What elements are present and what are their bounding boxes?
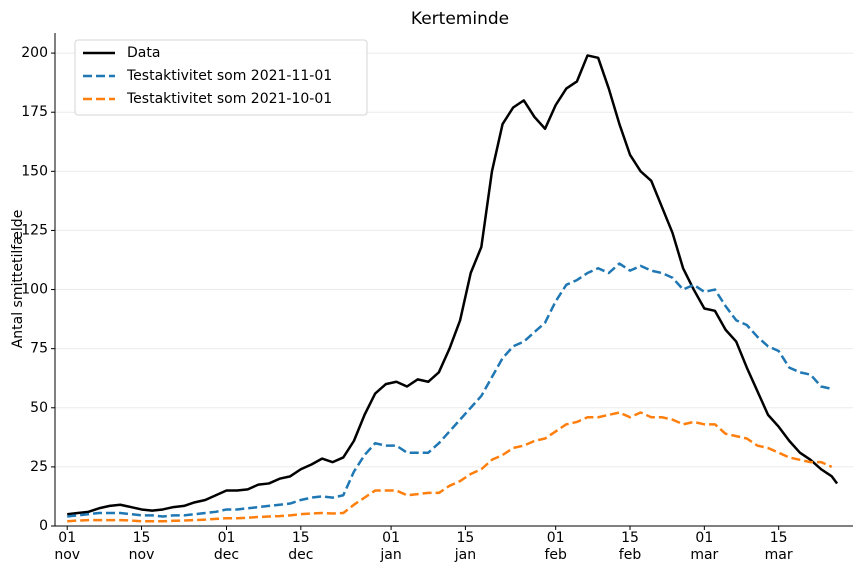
y-tick-label: 200 <box>21 45 48 61</box>
x-tick-label: 15 dec <box>288 530 314 563</box>
series-line <box>67 411 833 523</box>
legend: Data Testaktivitet som 2021-11-01 Testakti… <box>74 39 368 116</box>
legend-label: Testaktivitet som 2021-10-01 <box>126 91 332 107</box>
x-tick-label: 01 dec <box>213 530 240 563</box>
legend-label: Testaktivitet som 2021-11-01 <box>126 68 332 84</box>
x-tick-label: 15 mar <box>764 530 793 563</box>
legend-box <box>74 39 368 116</box>
x-tick-label: 15 jan <box>454 530 477 563</box>
legend-label: Data <box>127 45 160 61</box>
y-tick-label: 175 <box>21 104 48 120</box>
x-tick-label: 15 feb <box>618 530 642 563</box>
x-tick-label: 15 nov <box>128 530 155 563</box>
x-tick-label: 01 nov <box>54 530 81 563</box>
series-line <box>67 262 833 518</box>
y-tick-label: 50 <box>30 400 48 416</box>
series-line <box>67 54 839 516</box>
y-tick-label: 100 <box>21 282 48 298</box>
y-tick-label: 75 <box>30 341 48 357</box>
x-tick-label: 01 mar <box>690 530 719 563</box>
y-tick-label: 150 <box>21 163 48 179</box>
y-tick-label: 125 <box>21 222 48 238</box>
y-tick-label: 0 <box>39 518 48 534</box>
chart-title: Kerteminde <box>411 9 509 29</box>
y-axis-label: Antal smittetilfælde <box>10 210 26 349</box>
x-tick-label: 01 feb <box>544 530 567 563</box>
y-tick-label: 25 <box>30 459 48 475</box>
x-tick-label: 01 jan <box>380 530 402 563</box>
